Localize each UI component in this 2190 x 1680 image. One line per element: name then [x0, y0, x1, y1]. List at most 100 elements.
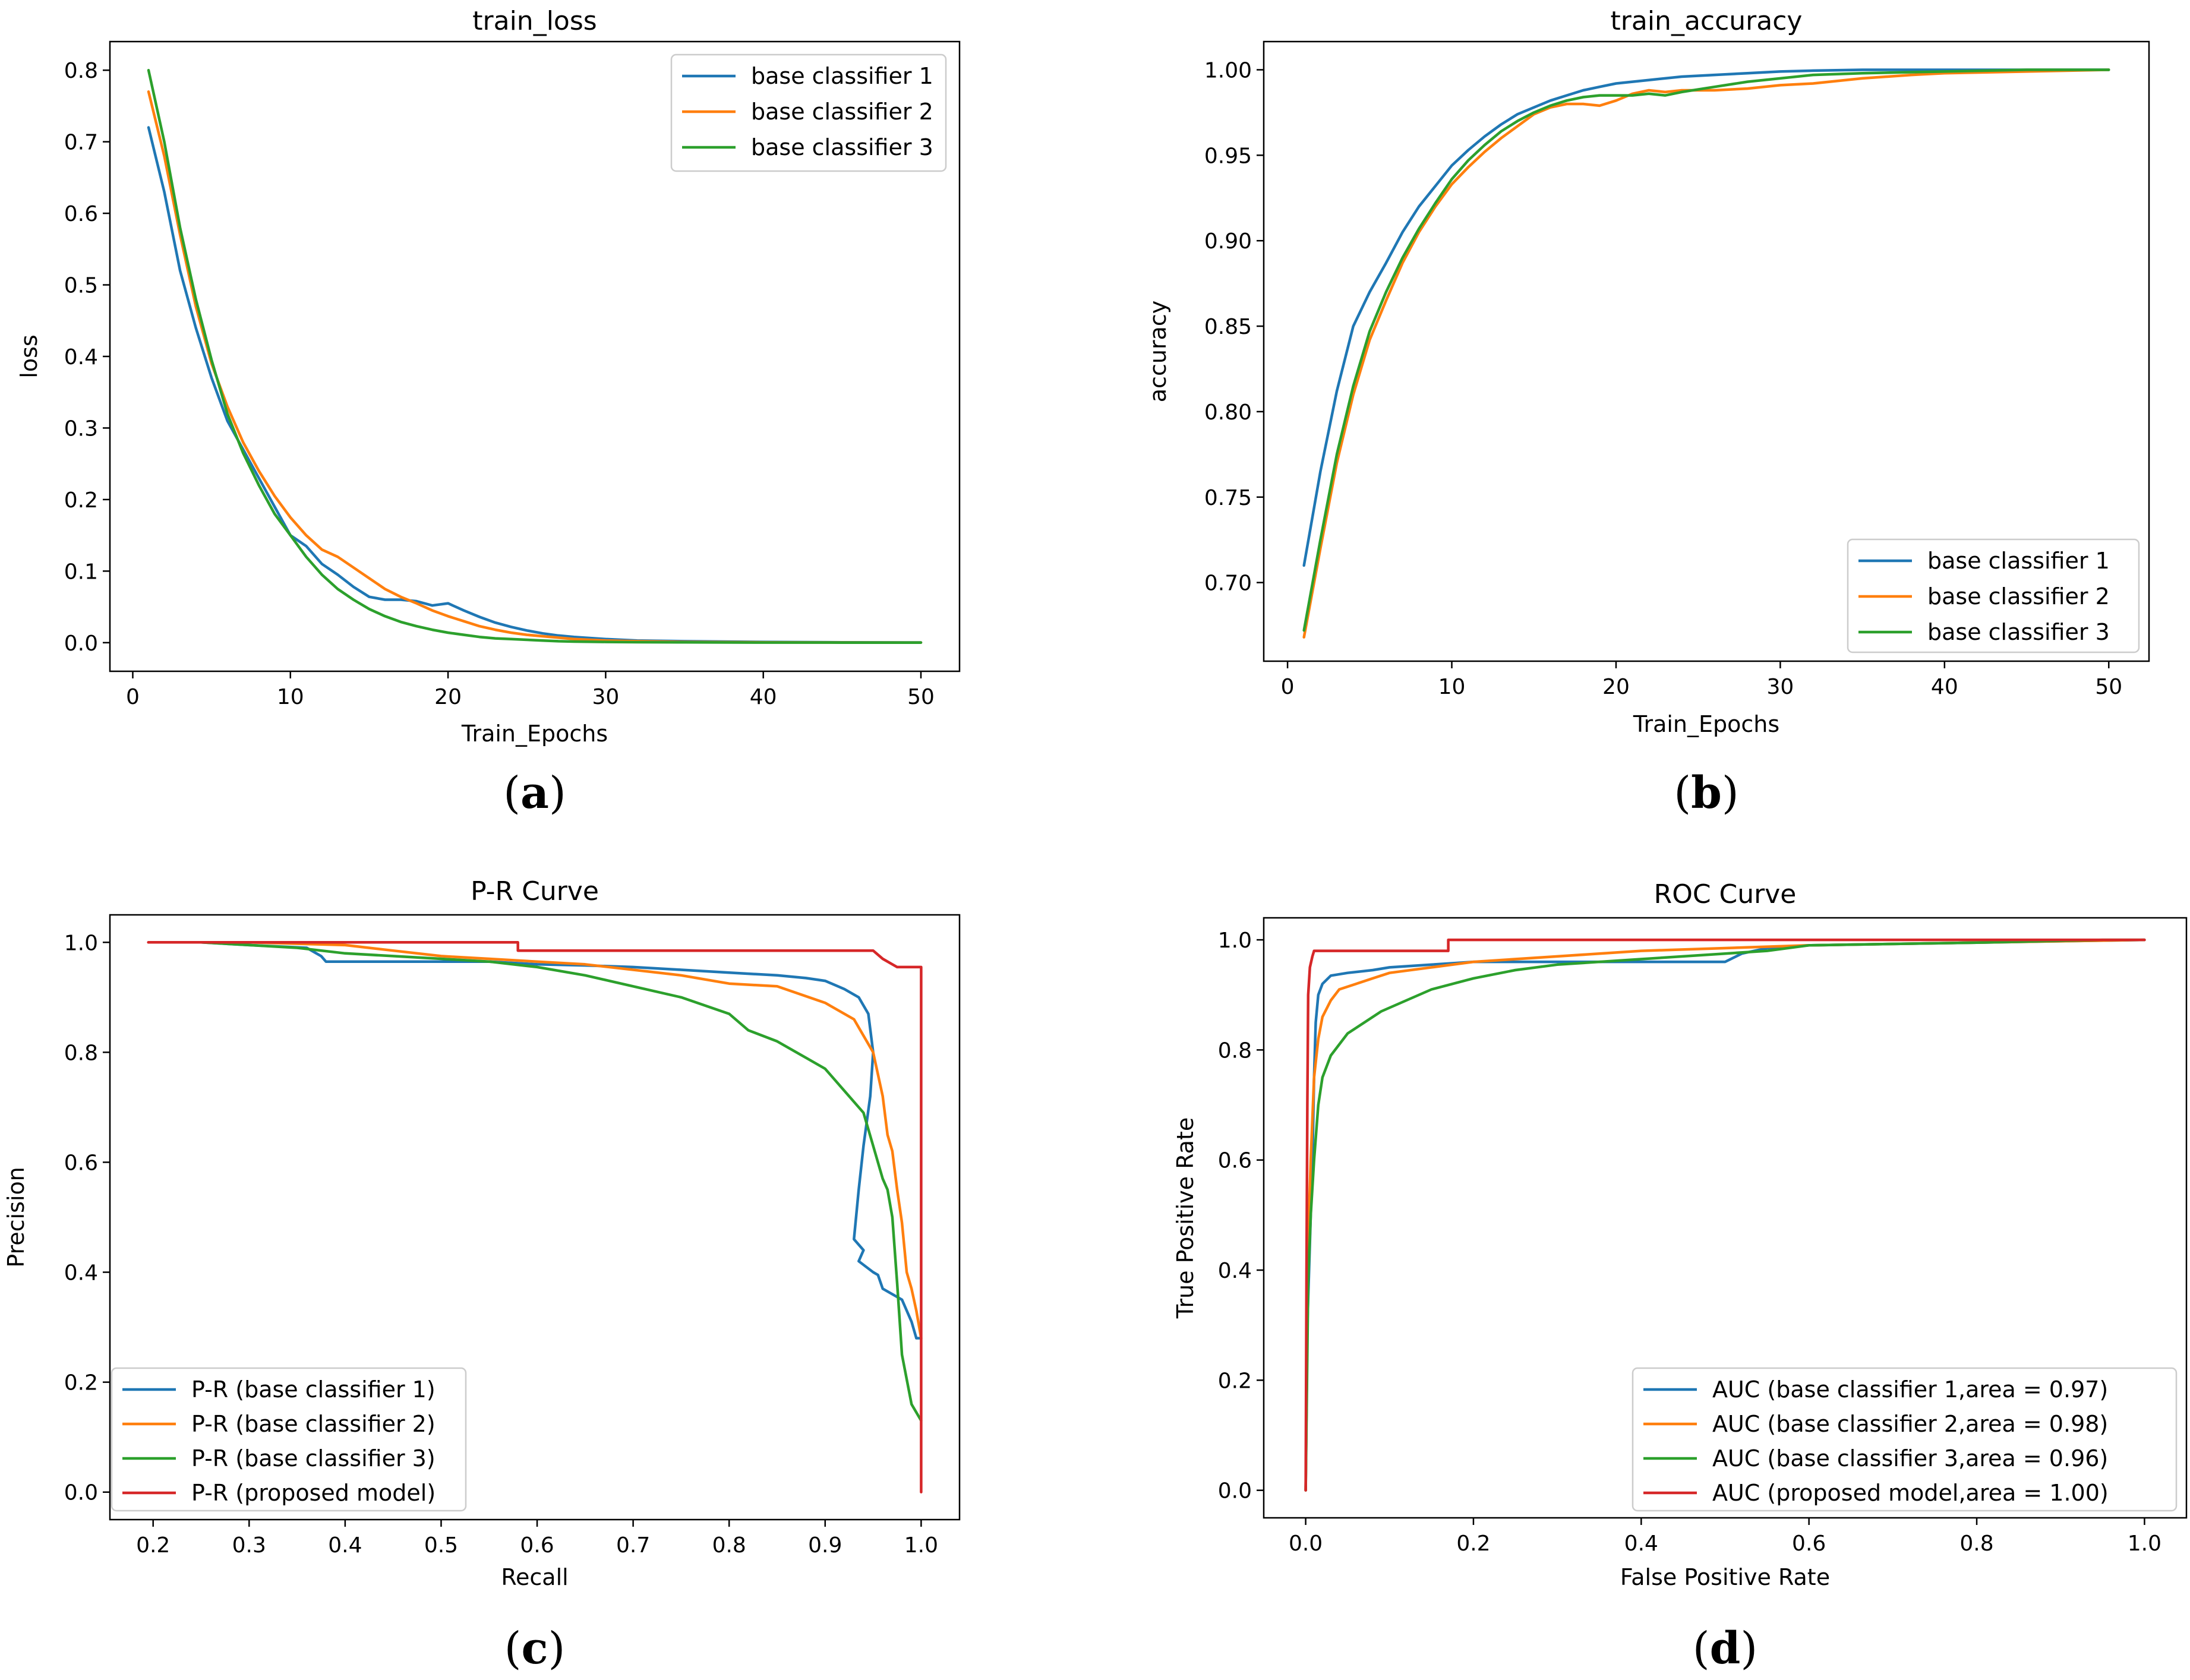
x-tick-label: 0.6: [1792, 1531, 1826, 1556]
caption-letter: a: [520, 768, 549, 819]
x-tick-label: 30: [1766, 675, 1794, 699]
legend-label: AUC (base classifier 3,area = 0.96): [1712, 1445, 2108, 1471]
x-tick-label: 0.8: [712, 1533, 746, 1558]
series-line-2: [1304, 938, 2146, 1492]
legend-box: [1632, 1367, 2178, 1512]
series-line-3: [147, 68, 923, 644]
x-tick-label: 0.8: [1959, 1531, 1993, 1556]
caption-letter: b: [1691, 768, 1722, 819]
axes-frame: [1263, 40, 2150, 662]
series-line-2: [200, 941, 923, 1340]
series-line-3: [200, 941, 923, 1422]
y-tick-label: 0.8: [64, 1041, 98, 1065]
y-tick-label: 0.3: [64, 416, 98, 441]
y-tick-label: 0.6: [64, 1151, 98, 1175]
x-tick-label: 0.0: [1289, 1531, 1323, 1556]
legend-label: base classifier 1: [1927, 548, 2110, 574]
series-line-1: [147, 126, 923, 644]
chart-panel-d: ROC Curve 0.0 0.2 0.4 0.6 0.8 1.0 0.0 0.2 0.4 0.6 0…: [1172, 879, 2188, 1674]
y-axis-label: Precision: [3, 1167, 29, 1268]
y-tick-label: 0.8: [1218, 1038, 1252, 1063]
x-tick-label: 0.6: [520, 1533, 554, 1558]
panel-caption: (a): [503, 768, 566, 819]
x-tick-label: 50: [907, 685, 935, 709]
y-tick-label: 0.5: [64, 274, 98, 298]
axes-frame: [109, 914, 961, 1521]
x-axis-label: False Positive Rate: [1620, 1564, 1830, 1590]
y-axis-label: loss: [16, 334, 42, 378]
y-tick-label: 0.95: [1204, 144, 1252, 168]
legend-label: base classifier 1: [751, 63, 933, 89]
legend: base classifier 1 base classifier 2 base c…: [670, 53, 947, 172]
x-tick-label: 0.2: [1456, 1531, 1490, 1556]
y-tick-label: 0.2: [64, 1371, 98, 1395]
x-tick-label: 10: [1438, 675, 1466, 699]
legend-box: [111, 1367, 467, 1512]
y-tick-label: 0.0: [64, 1481, 98, 1505]
y-tick-label: 0.6: [1218, 1149, 1252, 1173]
legend-label: AUC (base classifier 2,area = 0.98): [1712, 1411, 2108, 1437]
y-tick-label: 0.70: [1204, 571, 1252, 596]
legend: AUC (base classifier 1,area = 0.97) AUC (…: [1632, 1367, 2178, 1512]
y-tick-label: 0.2: [64, 488, 98, 513]
x-tick-label: 20: [1602, 675, 1630, 699]
series-line-2: [1302, 68, 2110, 639]
y-tick-label: 0.75: [1204, 486, 1252, 510]
y-tick-label: 0.80: [1204, 400, 1252, 425]
legend-label: base classifier 3: [1927, 619, 2110, 645]
chart-title: P-R Curve: [471, 876, 599, 907]
chart-panel-a: train_loss 0 10 20 30 40 50 0.0 0.1 0.2 0.3 0.4 0.5 0…: [16, 6, 961, 819]
series-line-4: [147, 941, 923, 1493]
x-tick-label: 0.4: [328, 1533, 362, 1558]
y-tick-label: 0.0: [1218, 1479, 1252, 1504]
legend: base classifier 1 base classifier 2 base c…: [1847, 538, 2140, 653]
x-tick-label: 40: [750, 685, 777, 709]
y-tick-label: 0.4: [1218, 1259, 1252, 1283]
chart-title: ROC Curve: [1654, 879, 1797, 910]
x-tick-label: 40: [1931, 675, 1958, 699]
series-group: [1302, 68, 2110, 639]
legend-label: P-R (base classifier 1): [191, 1376, 436, 1403]
y-axis-label: True Positive Rate: [1172, 1117, 1198, 1319]
chart-title: train_loss: [472, 6, 597, 36]
y-tick-label: 0.2: [1218, 1369, 1252, 1393]
series-line-4: [1304, 938, 2146, 1492]
series-line-1: [200, 941, 923, 1340]
x-tick-label: 1.0: [904, 1533, 938, 1558]
series-line-3: [1302, 68, 2110, 632]
x-tick-label: 0.5: [424, 1533, 458, 1558]
x-tick-label: 0: [126, 685, 140, 709]
x-tick-label: 20: [434, 685, 462, 709]
panel-caption: (d): [1693, 1623, 1758, 1674]
legend-label: base classifier 2: [751, 99, 933, 125]
x-tick-label: 0.2: [136, 1533, 170, 1558]
legend-label: P-R (base classifier 3): [191, 1445, 436, 1471]
y-tick-label: 1.0: [64, 931, 98, 955]
legend-label: base classifier 3: [751, 134, 933, 160]
y-tick-label: 0.1: [64, 560, 98, 584]
series-group: [1304, 938, 2146, 1492]
x-axis-label: Train_Epochs: [461, 721, 608, 747]
x-tick-label: 0.9: [808, 1533, 842, 1558]
caption-letter: d: [1710, 1623, 1741, 1674]
y-tick-label: 0.4: [64, 1261, 98, 1286]
legend-label: P-R (base classifier 2): [191, 1411, 436, 1437]
chart-panel-b: train_accuracy 0 10 20 30 40 50 0.70 0.75 0.80 0.8…: [1145, 6, 2150, 819]
legend-label: P-R (proposed model): [191, 1480, 436, 1506]
series-group: [147, 941, 923, 1493]
panel-caption: (b): [1674, 768, 1739, 819]
y-axis-label: accuracy: [1145, 301, 1171, 402]
axes-frame: [1263, 917, 2188, 1519]
y-tick-label: 0.4: [64, 345, 98, 370]
legend-label: AUC (proposed model,area = 1.00): [1712, 1480, 2109, 1506]
x-tick-label: 0.4: [1624, 1531, 1658, 1556]
x-tick-label: 0.7: [616, 1533, 650, 1558]
series-line-3: [1304, 938, 2146, 1492]
y-tick-label: 1.00: [1204, 58, 1252, 83]
chart-panel-c: P-R Curve 0.2 0.3 0.4 0.5 0.6 0.7 0.8 0.9 1.0 0.0 0…: [3, 876, 961, 1674]
y-tick-label: 0.7: [64, 131, 98, 155]
y-tick-label: 1.0: [1218, 929, 1252, 953]
series-group: [147, 68, 923, 644]
panel-caption: (c): [504, 1623, 566, 1674]
